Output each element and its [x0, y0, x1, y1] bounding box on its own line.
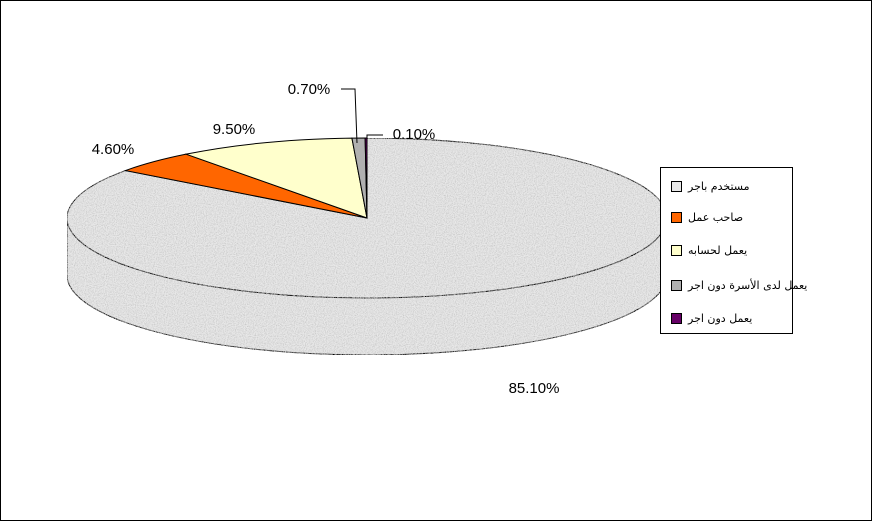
legend-label: مستخدم باجر	[688, 179, 750, 193]
data-labels: 85.10% 4.60% 9.50% 0.70% 0.10%	[92, 81, 560, 397]
legend-label: يعمل لحسابه	[688, 243, 748, 257]
legend-swatch	[671, 244, 682, 256]
leader-line	[341, 88, 358, 144]
data-label: 0.10%	[393, 126, 436, 143]
pie-slice	[184, 137, 368, 219]
leader-line	[366, 134, 383, 143]
legend-item: يعمل دون اجر	[671, 310, 752, 326]
data-label: 85.10%	[509, 380, 560, 397]
data-label: 9.50%	[213, 121, 256, 138]
legend-item: مستخدم باجر	[671, 178, 750, 194]
legend-swatch	[671, 180, 682, 192]
data-label: 4.60%	[92, 141, 135, 158]
legend-swatch	[671, 211, 682, 223]
legend-swatch	[671, 279, 682, 291]
legend-item: صاحب عمل	[671, 209, 743, 225]
leader-lines	[341, 88, 383, 144]
legend-item: يعمل لدى الأسرة دون اجر	[671, 277, 807, 293]
data-label: 0.70%	[288, 81, 331, 98]
legend-swatch	[671, 312, 682, 324]
legend-label: صاحب عمل	[688, 210, 744, 224]
legend-label: يعمل دون اجر	[688, 311, 753, 325]
pie-top-face	[66, 137, 668, 299]
legend: مستخدم باجر صاحب عمل يعمل لحسابه يعمل لد…	[660, 167, 807, 334]
legend-label: يعمل لدى الأسرة دون اجر	[688, 278, 808, 292]
legend-item: يعمل لحسابه	[671, 242, 747, 258]
